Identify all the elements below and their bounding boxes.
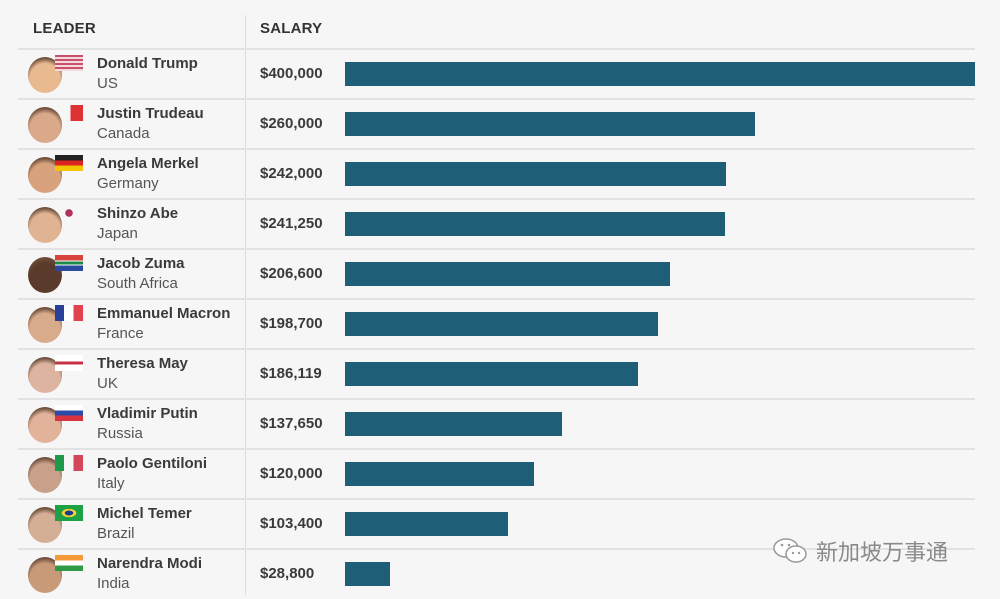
row-divider	[18, 548, 975, 550]
salary-label: $120,000	[260, 465, 323, 482]
table-row: Angela Merkel Germany $242,000	[0, 149, 1000, 199]
table-row: Michel Temer Brazil $103,400	[0, 499, 1000, 549]
south-africa-flag-icon	[55, 255, 83, 271]
brazil-flag-icon	[55, 505, 83, 521]
salary-label: $400,000	[260, 65, 323, 82]
salary-bar	[345, 462, 534, 486]
watermark-text: 新加坡万事通	[816, 541, 949, 566]
canada-flag-icon	[55, 105, 83, 121]
india-flag-icon	[55, 555, 83, 571]
salary-bar	[345, 212, 725, 236]
row-divider	[18, 98, 975, 100]
salary-bar	[345, 262, 670, 286]
row-divider	[18, 298, 975, 300]
row-divider	[18, 148, 975, 150]
leader-name: Justin Trudeau	[97, 105, 204, 122]
leader-country: Canada	[97, 125, 150, 142]
salary-bar	[345, 562, 390, 586]
salary-bar	[345, 62, 975, 86]
row-divider	[18, 448, 975, 450]
leader-country: Italy	[97, 475, 125, 492]
salary-bar	[345, 512, 508, 536]
leader-name: Angela Merkel	[97, 155, 199, 172]
column-divider	[245, 15, 246, 595]
table-row: Theresa May UK $186,119	[0, 349, 1000, 399]
row-divider	[18, 348, 975, 350]
leader-country: India	[97, 575, 130, 592]
leader-country: Germany	[97, 175, 159, 192]
italy-flag-icon	[55, 455, 83, 471]
salary-label: $186,119	[260, 365, 322, 382]
leader-name: Vladimir Putin	[97, 405, 198, 422]
table-row: Narendra Modi India $28,800	[0, 549, 1000, 599]
table-row: Shinzo Abe Japan $241,250	[0, 199, 1000, 249]
leader-name: Shinzo Abe	[97, 205, 179, 222]
leader-country: South Africa	[97, 275, 178, 292]
row-divider	[18, 398, 975, 400]
table-row: Emmanuel Macron France $198,700	[0, 299, 1000, 349]
leader-country: Brazil	[97, 525, 135, 542]
salary-bar	[345, 112, 755, 136]
leader-country: US	[97, 75, 118, 92]
table-row: Paolo Gentiloni Italy $120,000	[0, 449, 1000, 499]
leader-name: Donald Trump	[97, 55, 198, 72]
salary-bar	[345, 312, 658, 336]
header-divider	[18, 48, 975, 50]
salary-label: $241,250	[260, 215, 323, 232]
salary-label: $198,700	[260, 315, 323, 332]
column-header-salary: SALARY	[260, 20, 323, 37]
uk-flag-icon	[55, 355, 83, 371]
russia-flag-icon	[55, 405, 83, 421]
salary-label: $28,800	[260, 565, 315, 582]
wechat-icon	[772, 536, 812, 566]
leader-name: Emmanuel Macron	[97, 305, 231, 322]
leader-country: France	[97, 325, 144, 342]
leader-name: Paolo Gentiloni	[97, 455, 208, 472]
table-row: Donald Trump US $400,000	[0, 49, 1000, 99]
row-divider	[18, 198, 975, 200]
salary-bar	[345, 362, 638, 386]
watermark: 新加坡万事通	[772, 535, 948, 567]
salary-bar	[345, 162, 726, 186]
leader-country: UK	[97, 375, 118, 392]
us-flag-icon	[55, 55, 83, 71]
table-row: Jacob Zuma South Africa $206,600	[0, 249, 1000, 299]
salary-label: $103,400	[260, 515, 323, 532]
leader-name: Theresa May	[97, 355, 188, 372]
column-header-leader: LEADER	[33, 20, 96, 37]
leader-name: Narendra Modi	[97, 555, 203, 572]
leader-country: Japan	[97, 225, 138, 242]
salary-bar	[345, 412, 562, 436]
leader-name: Jacob Zuma	[97, 255, 185, 272]
table-row: Justin Trudeau Canada $260,000	[0, 99, 1000, 149]
row-divider	[18, 498, 975, 500]
germany-flag-icon	[55, 155, 83, 171]
france-flag-icon	[55, 305, 83, 321]
table-row: Vladimir Putin Russia $137,650	[0, 399, 1000, 449]
salary-label: $206,600	[260, 265, 323, 282]
leader-country: Russia	[97, 425, 143, 442]
japan-flag-icon	[55, 205, 83, 221]
leader-name: Michel Temer	[97, 505, 192, 522]
row-divider	[18, 248, 975, 250]
salary-label: $137,650	[260, 415, 323, 432]
salary-label: $260,000	[260, 115, 323, 132]
salary-label: $242,000	[260, 165, 323, 182]
